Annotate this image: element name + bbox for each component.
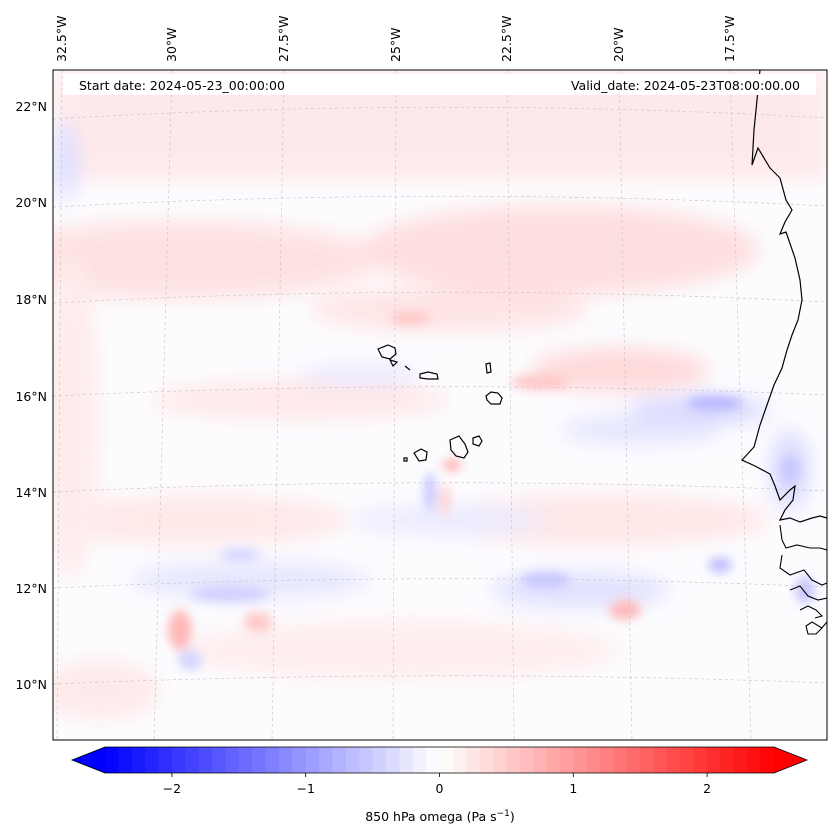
start-date-label: Start date: 2024-05-23_00:00:00 <box>79 78 285 93</box>
colorbar-cell <box>760 747 775 773</box>
colorbar-cell <box>707 747 722 773</box>
lat-label: 20°N <box>15 195 47 210</box>
colorbar-cell <box>145 747 160 773</box>
lat-label: 22°N <box>15 99 47 114</box>
colorbar-label: 850 hPa omega (Pa s−1) <box>365 809 515 824</box>
colorbar-cell <box>158 747 173 773</box>
colorbar-tick-label: 2 <box>703 781 711 796</box>
lon-label: 30°W <box>164 27 179 62</box>
lat-label: 16°N <box>15 389 47 404</box>
colorbar-cell <box>131 747 146 773</box>
valid-date-label: Valid_date: 2024-05-23T08:00:00.00 <box>571 78 800 93</box>
colorbar-cell <box>720 747 735 773</box>
colorbar-cell <box>586 747 601 773</box>
header-box <box>63 74 816 95</box>
senegal-gambia-coast <box>779 524 827 635</box>
colorbar-cell <box>439 747 454 773</box>
colorbar-cell <box>733 747 748 773</box>
lat-label: 14°N <box>15 485 47 500</box>
colorbar-cell <box>519 747 534 773</box>
colorbar-tick-label: 0 <box>436 781 444 796</box>
colorbar-cell <box>385 747 400 773</box>
lon-label: 25°W <box>388 27 403 62</box>
lat-label: 18°N <box>15 292 47 307</box>
colorbar-cell <box>399 747 414 773</box>
colorbar-cell <box>212 747 227 773</box>
colorbar-cell <box>640 747 655 773</box>
colorbar-ticks: −2 −1 0 1 2 <box>163 773 711 796</box>
colorbar-cell <box>198 747 213 773</box>
africa-coastline <box>740 70 827 523</box>
colorbar-tick-label: 1 <box>569 781 577 796</box>
colorbar-cell <box>613 747 628 773</box>
colorbar-cell <box>680 747 695 773</box>
colorbar-cell <box>666 747 681 773</box>
lat-label: 10°N <box>15 677 47 692</box>
graticule <box>53 70 827 740</box>
colorbar-cell <box>493 747 507 773</box>
colorbar-cell <box>238 747 253 773</box>
cape-verde-islands <box>377 344 503 462</box>
colorbar-cell <box>265 747 280 773</box>
colorbar-cell <box>452 747 467 773</box>
colorbar-cell <box>653 747 668 773</box>
colorbar-cell <box>252 747 267 773</box>
colorbar-cell <box>359 747 374 773</box>
colorbar-cell <box>546 747 561 773</box>
colorbar-cell <box>426 747 441 773</box>
lon-label: 32.5°W <box>54 16 69 62</box>
colorbar-cell <box>105 747 119 773</box>
colorbar-extend-max <box>774 747 807 773</box>
longitude-labels: 32.5°W 30°W 27.5°W 25°W 22.5°W 20°W 17.5… <box>54 16 737 62</box>
lat-label: 12°N <box>15 581 47 596</box>
colorbar-cell <box>118 747 133 773</box>
colorbar-outline <box>70 746 809 774</box>
colorbar-extend-min <box>72 747 105 773</box>
colorbar-cell <box>319 747 334 773</box>
colorbar-cell <box>747 747 762 773</box>
colorbar-cell <box>332 747 347 773</box>
map-panel <box>53 70 827 740</box>
lon-label: 17.5°W <box>722 16 737 62</box>
colorbar-cells <box>72 747 807 773</box>
lon-label: 20°W <box>611 27 626 62</box>
colorbar-cell <box>185 747 200 773</box>
colorbar-cell <box>559 747 574 773</box>
lon-label: 27.5°W <box>276 16 291 62</box>
colorbar-cell <box>171 747 186 773</box>
colorbar-cell <box>626 747 641 773</box>
colorbar-tick-label: −1 <box>296 781 314 796</box>
colorbar-cell <box>506 747 521 773</box>
map-frame <box>52 69 828 741</box>
colorbar-cell <box>600 747 615 773</box>
colorbar: −2 −1 0 1 2 850 hPa omega (Pa s−1) <box>70 746 809 824</box>
colorbar-cell <box>225 747 240 773</box>
latitude-labels: 22°N 20°N 18°N 16°N 14°N 12°N 10°N <box>15 99 47 692</box>
colorbar-cell <box>533 747 548 773</box>
colorbar-cell <box>305 747 320 773</box>
lon-label: 22.5°W <box>499 16 514 62</box>
colorbar-cell <box>278 747 293 773</box>
colorbar-tick-label: −2 <box>163 781 181 796</box>
colorbar-cell <box>466 747 481 773</box>
colorbar-cell <box>345 747 360 773</box>
colorbar-cell <box>292 747 307 773</box>
colorbar-cell <box>693 747 708 773</box>
colorbar-cell <box>372 747 387 773</box>
colorbar-cell <box>479 747 494 773</box>
colorbar-cell <box>412 747 427 773</box>
colorbar-cell <box>573 747 588 773</box>
